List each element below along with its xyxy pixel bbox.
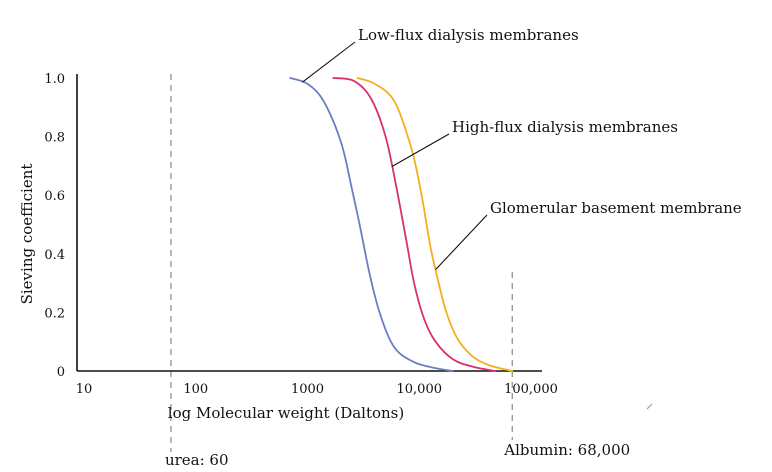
stray-mark xyxy=(646,403,653,410)
low-flux-curve xyxy=(289,77,454,372)
glomerular-label-leader xyxy=(435,214,488,270)
x-tick-label: 1000 xyxy=(291,382,324,397)
albumin-reference-label: Albumin: 68,000 xyxy=(503,441,630,459)
y-axis-label: Sieving coefficient xyxy=(18,164,36,305)
high-flux-label: High-flux dialysis membranes xyxy=(452,118,678,136)
annotations: Low-flux dialysis membranes High-flux dia… xyxy=(302,26,742,270)
x-tick-label: 100,000 xyxy=(504,382,558,397)
x-tick-label: 10 xyxy=(76,382,93,397)
urea-reference-label: urea: 60 xyxy=(165,451,229,469)
low-flux-label: Low-flux dialysis membranes xyxy=(358,26,579,44)
y-tick-label: 0.2 xyxy=(44,306,65,321)
y-tick-label: 0.8 xyxy=(44,131,65,146)
glomerular-curve xyxy=(356,77,514,372)
series-lines xyxy=(289,77,514,372)
x-tick-label: 10,000 xyxy=(397,382,443,397)
high-flux-curve xyxy=(332,77,497,372)
y-tick-label: 0.4 xyxy=(44,248,65,263)
x-tick-label: 100 xyxy=(183,382,208,397)
y-tick-label: 1.0 xyxy=(44,72,65,87)
y-tick-label: 0 xyxy=(57,365,65,380)
reference-lines: urea: 60 Albumin: 68,000 xyxy=(165,74,630,469)
x-axis-label: log Molecular weight (Daltons) xyxy=(168,404,404,422)
axes: 10 100 1000 10,000 100,000 0 0.2 0.4 0.6 0.8 1.0 xyxy=(44,72,558,397)
y-tick-label: 0.6 xyxy=(44,189,65,204)
glomerular-label: Glomerular basement membrane xyxy=(490,199,742,217)
high-flux-label-leader xyxy=(391,133,450,167)
low-flux-label-leader xyxy=(302,41,356,83)
